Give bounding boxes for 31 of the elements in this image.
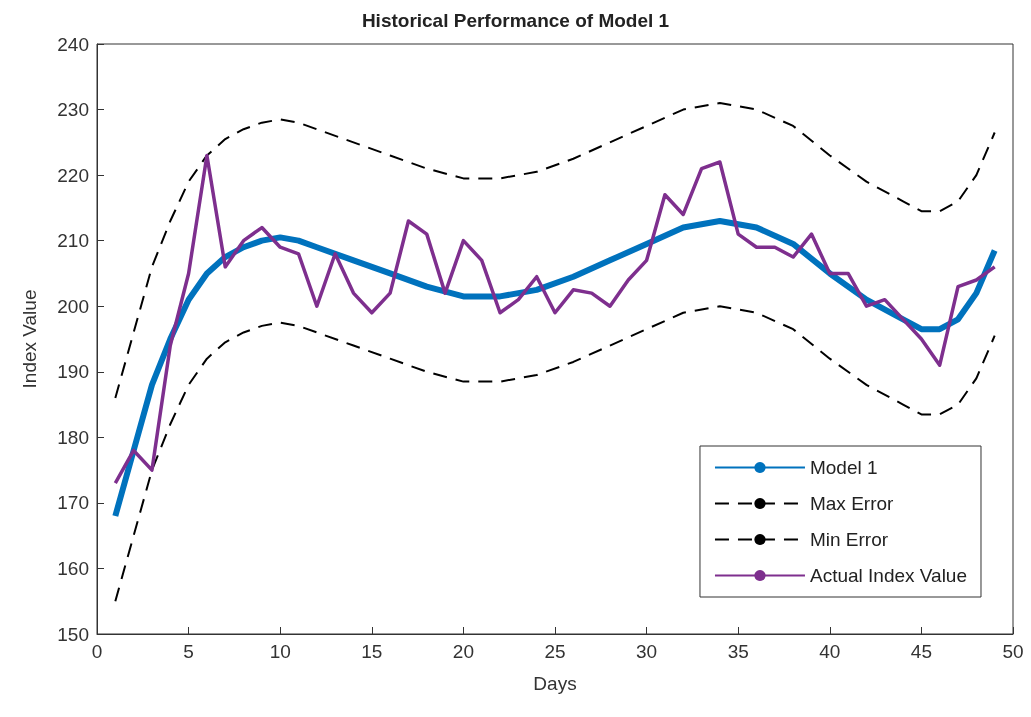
y-tick-label: 160 [57, 557, 89, 579]
legend-label: Actual Index Value [809, 565, 967, 586]
line-series [114, 102, 996, 399]
y-tick-label: 200 [57, 295, 89, 317]
y-tick-label: 240 [57, 33, 89, 55]
x-tick-label: 45 [910, 641, 932, 662]
y-tick-label: 150 [57, 623, 89, 645]
legend-label: Min Error [809, 529, 889, 550]
y-tick-label: 170 [57, 492, 89, 514]
x-tick-label: 15 [361, 641, 383, 662]
line-series [113, 153, 997, 485]
legend-label: Max Error [809, 493, 895, 514]
legend-label: Model 1 [809, 457, 878, 478]
x-axis-title: Days [533, 673, 577, 694]
x-tick-label: 50 [1002, 641, 1024, 662]
y-tick-label: 180 [57, 426, 89, 448]
x-tick-label: 10 [269, 641, 291, 662]
line-series [114, 305, 996, 603]
chart-title: Historical Performance of Model 1 [361, 10, 670, 31]
y-tick-label: 190 [57, 361, 89, 383]
y-tick-label: 220 [57, 164, 89, 186]
x-tick-label: 20 [452, 641, 474, 662]
y-tick-label: 210 [57, 230, 89, 252]
x-tick-label: 35 [727, 641, 749, 662]
x-tick-label: 0 [91, 641, 103, 662]
x-tick-label: 25 [544, 641, 566, 662]
x-tick-label: 5 [183, 641, 194, 662]
y-axis-title: Index Value [19, 289, 40, 389]
y-tick-label: 230 [57, 99, 89, 121]
x-tick-label: 30 [636, 641, 658, 662]
x-tick-label: 40 [819, 641, 841, 662]
